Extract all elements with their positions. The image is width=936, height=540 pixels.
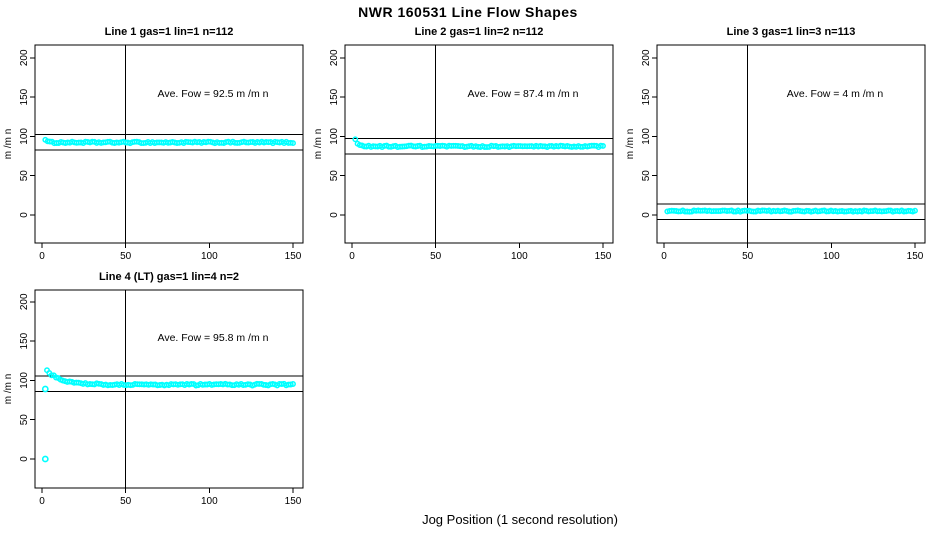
x-tick-label: 0	[661, 251, 667, 262]
y-axis-unit-label: m /m n	[3, 129, 14, 160]
panel-title: Line 2 gas=1 lin=2 n=112	[415, 26, 544, 38]
y-axis-unit-label: m /m n	[3, 374, 14, 405]
panel-line-1: Line 1 gas=1 lin=1 n=112 0 50 100 150 0 50 100 1…	[3, 26, 304, 262]
y-tick-label: 0	[19, 456, 30, 462]
y-tick-label: 50	[329, 170, 340, 182]
panel-line-2: Line 2 gas=1 lin=2 n=112 0 50 100 150 0 50 100 1…	[313, 26, 614, 262]
flow-outlier-point	[41, 455, 49, 463]
panel-title: Line 1 gas=1 lin=1 n=112	[105, 26, 234, 38]
plot-box	[34, 289, 304, 489]
y-tick-label: 50	[19, 170, 30, 182]
x-tick-label: 0	[39, 496, 45, 507]
x-axis-ticks: 0 50 100 150	[661, 243, 924, 262]
x-axis-label: Jog Position (1 second resolution)	[422, 512, 618, 527]
data-points	[352, 136, 606, 151]
flow-annotation: Ave. Fow = 95.8 m /m n	[158, 332, 269, 344]
flow-point	[48, 372, 55, 379]
y-tick-label: 150	[19, 88, 30, 105]
y-tick-label: 0	[19, 212, 30, 218]
y-tick-label: 50	[641, 170, 652, 182]
y-tick-label: 100	[329, 128, 340, 145]
y-axis-ticks: 0 50 100 150 200	[19, 293, 35, 462]
flow-annotation: Ave. Fow = 87.4 m /m n	[468, 88, 579, 100]
x-axis-ticks: 0 50 100 150	[349, 243, 612, 262]
plot-box	[656, 44, 926, 244]
y-tick-label: 100	[19, 372, 30, 389]
x-tick-label: 150	[595, 251, 612, 262]
flow-annotation: Ave. Fow = 4 m /m n	[787, 88, 884, 100]
data-points	[42, 136, 296, 147]
y-tick-label: 0	[641, 212, 652, 218]
y-tick-label: 100	[19, 128, 30, 145]
x-tick-label: 150	[907, 251, 924, 262]
x-tick-label: 150	[285, 251, 302, 262]
y-axis-ticks: 0 50 100 150 200	[329, 49, 345, 218]
plot-box	[34, 44, 304, 244]
panel-title: Line 3 gas=1 lin=3 n=113	[727, 26, 856, 38]
y-tick-label: 200	[19, 293, 30, 310]
panel-title: Line 4 (LT) gas=1 lin=4 n=2	[99, 271, 239, 283]
flow-outlier-point	[41, 385, 49, 393]
y-tick-label: 50	[19, 414, 30, 426]
x-tick-label: 50	[430, 251, 442, 262]
x-tick-label: 100	[511, 251, 528, 262]
main-title: NWR 160531 Line Flow Shapes	[358, 4, 578, 20]
y-tick-label: 200	[329, 49, 340, 66]
x-tick-label: 150	[285, 496, 302, 507]
x-tick-label: 0	[349, 251, 355, 262]
data-points	[41, 367, 296, 463]
x-axis-ticks: 0 50 100 150	[39, 243, 302, 262]
flow-point	[912, 207, 918, 214]
y-tick-label: 150	[19, 332, 30, 349]
y-axis-unit-label: m /m n	[625, 129, 636, 160]
x-tick-label: 100	[201, 251, 218, 262]
y-tick-label: 100	[641, 128, 652, 145]
panel-line-4: Line 4 (LT) gas=1 lin=4 n=2 0 50 100 150 0 50 1…	[3, 271, 304, 507]
y-tick-label: 200	[641, 49, 652, 66]
x-tick-label: 50	[120, 496, 132, 507]
y-axis-ticks: 0 50 100 150 200	[19, 49, 35, 218]
y-tick-label: 0	[329, 212, 340, 218]
x-tick-label: 50	[742, 251, 754, 262]
flow-point	[290, 140, 296, 147]
y-axis-ticks: 0 50 100 150 200	[641, 49, 657, 218]
flow-point	[600, 142, 606, 149]
flow-point	[352, 136, 359, 143]
flow-annotation: Ave. Fow = 92.5 m /m n	[158, 88, 269, 100]
x-tick-label: 50	[120, 251, 132, 262]
x-tick-label: 100	[823, 251, 840, 262]
y-tick-label: 150	[641, 88, 652, 105]
plot-box	[344, 44, 614, 244]
data-points	[664, 207, 918, 215]
flow-point	[597, 142, 604, 149]
flow-point	[290, 381, 296, 387]
y-axis-unit-label: m /m n	[313, 129, 324, 160]
x-tick-label: 100	[201, 496, 218, 507]
y-tick-label: 150	[329, 88, 340, 105]
y-tick-label: 200	[19, 49, 30, 66]
x-tick-label: 0	[39, 251, 45, 262]
panel-line-3: Line 3 gas=1 lin=3 n=113 0 50 100 150 0 50 100 1…	[625, 26, 926, 262]
x-axis-ticks: 0 50 100 150	[39, 488, 302, 507]
